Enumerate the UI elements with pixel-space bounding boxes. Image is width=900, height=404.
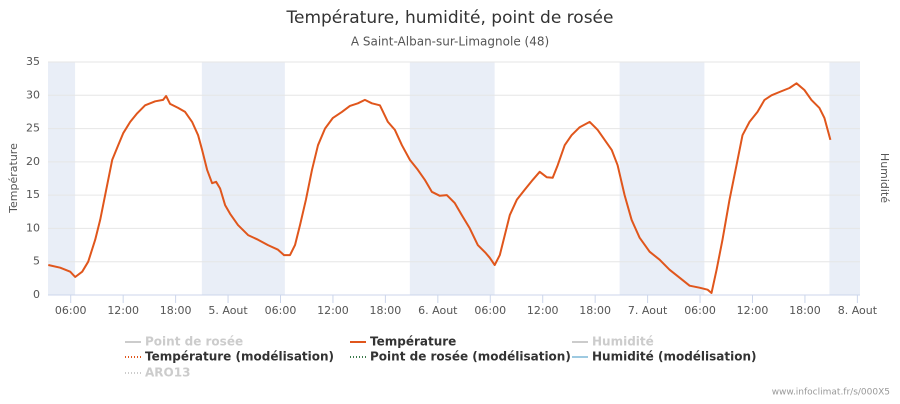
y-axis-label: Température bbox=[7, 143, 20, 214]
y-tick-label: 0 bbox=[33, 288, 40, 301]
plot-band bbox=[201, 62, 285, 295]
y-tick-label: 15 bbox=[26, 188, 40, 201]
legend-item[interactable]: Température (modélisation) bbox=[125, 350, 334, 364]
y-tick-label: 30 bbox=[26, 88, 40, 101]
x-tick-label: 18:00 bbox=[579, 304, 611, 317]
legend-label: Humidité (modélisation) bbox=[592, 350, 757, 364]
legend-label: ARO13 bbox=[145, 366, 190, 380]
y-tick-label: 35 bbox=[26, 55, 40, 68]
legend-item[interactable]: ARO13 bbox=[125, 366, 190, 380]
y-tick-label: 10 bbox=[26, 221, 40, 234]
legend-label: Température bbox=[370, 335, 456, 349]
x-tick-label: 06:00 bbox=[55, 304, 87, 317]
legend-item[interactable]: Température bbox=[350, 335, 456, 349]
x-tick-label: 6. Aout bbox=[418, 304, 458, 317]
legend-label: Point de rosée (modélisation) bbox=[370, 350, 571, 364]
legend-item[interactable]: Point de rosée bbox=[125, 335, 243, 349]
plot-band bbox=[48, 62, 76, 295]
x-tick-label: 06:00 bbox=[684, 304, 716, 317]
y-tick-label: 5 bbox=[33, 255, 40, 268]
x-tick-label: 12:00 bbox=[107, 304, 139, 317]
x-tick-label: 7. Aout bbox=[628, 304, 668, 317]
legend-item[interactable]: Humidité bbox=[572, 335, 654, 349]
legend-item[interactable]: Point de rosée (modélisation) bbox=[350, 350, 571, 364]
x-tick-label: 5. Aout bbox=[208, 304, 248, 317]
x-tick-label: 12:00 bbox=[317, 304, 349, 317]
x-tick-label: 18:00 bbox=[370, 304, 402, 317]
x-tick-label: 06:00 bbox=[265, 304, 297, 317]
x-tick-label: 12:00 bbox=[527, 304, 559, 317]
line-series bbox=[48, 82, 832, 294]
credit: www.infoclimat.fr/s/000X5 bbox=[772, 388, 890, 398]
x-tick-label: 18:00 bbox=[160, 304, 192, 317]
legend-item[interactable]: Humidité (modélisation) bbox=[572, 350, 757, 364]
legend-label: Température (modélisation) bbox=[145, 350, 334, 364]
plot-band bbox=[829, 62, 860, 295]
y2-axis-label: Humidité bbox=[878, 153, 891, 203]
x-tick-label: 8. Aout bbox=[838, 304, 878, 317]
legend-label: Humidité bbox=[592, 335, 654, 349]
y-tick-label: 25 bbox=[26, 122, 40, 135]
plot-band bbox=[619, 62, 705, 295]
x-tick-label: 18:00 bbox=[789, 304, 821, 317]
y-tick-label: 20 bbox=[26, 155, 40, 168]
chart-subtitle: A Saint-Alban-sur-Limagnole (48) bbox=[351, 35, 549, 49]
plot-band bbox=[409, 62, 495, 295]
x-tick-label: 06:00 bbox=[474, 304, 506, 317]
chart-title: Température, humidité, point de rosée bbox=[286, 8, 614, 28]
legend-label: Point de rosée bbox=[145, 335, 243, 349]
x-tick-label: 12:00 bbox=[737, 304, 769, 317]
